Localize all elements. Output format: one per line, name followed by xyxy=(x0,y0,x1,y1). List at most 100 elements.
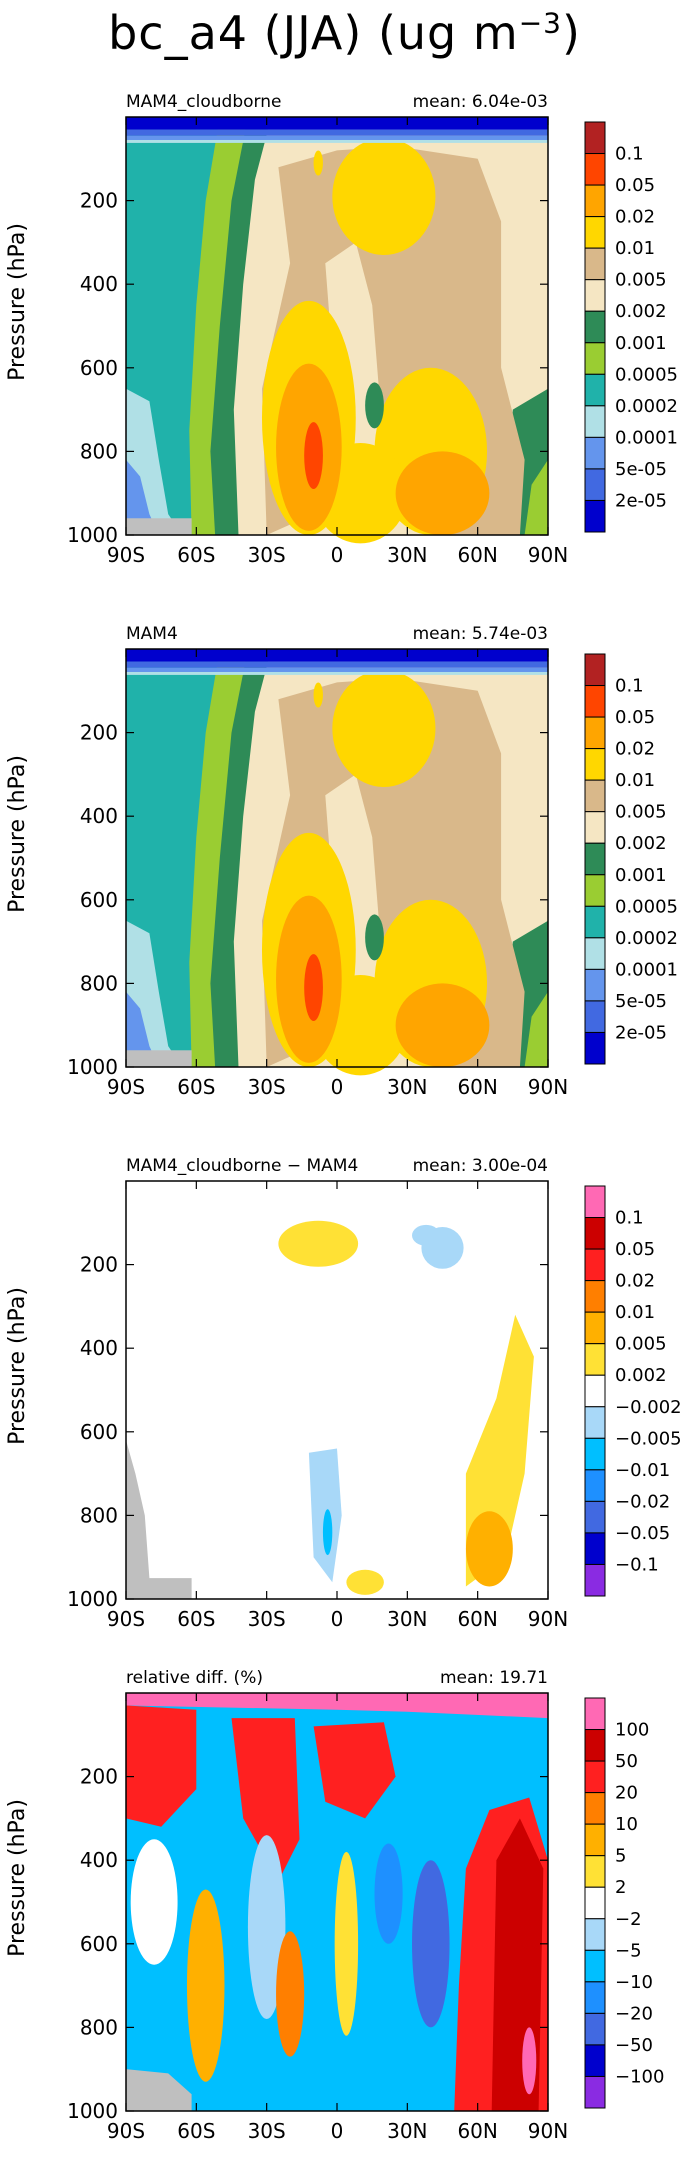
colorbar-swatch xyxy=(584,811,606,844)
colorbar-swatch xyxy=(584,1437,606,1471)
colorbar-swatch xyxy=(584,1000,606,1033)
axes: 90S 60S 30S 0 30N 60N 90N 200 400 600 800 1000 xyxy=(67,1180,568,1631)
y-axis-label: Pressure (hPa) xyxy=(5,755,30,913)
colorbar-swatch xyxy=(584,216,606,249)
y-tick-label: 600 xyxy=(80,1932,118,1956)
contour-region xyxy=(332,669,436,787)
x-tick-label: 60S xyxy=(177,1075,215,1099)
x-tick-label: 30N xyxy=(387,543,427,567)
contour-region xyxy=(374,1843,403,1944)
colorbar-swatch xyxy=(584,2075,606,2109)
panel-title-right: mean: 19.71 xyxy=(440,1668,548,1688)
colorbar-swatch xyxy=(584,1563,606,1597)
y-tick-label: 600 xyxy=(80,1420,118,1444)
colorbar-label: 50 xyxy=(615,1751,638,1772)
contour-region xyxy=(522,2027,537,2095)
colorbar-label: 0.002 xyxy=(615,301,667,322)
colorbar-swatch xyxy=(584,716,606,750)
contour-region xyxy=(365,382,384,429)
contour-region xyxy=(334,1851,359,2036)
panel-title-left: relative diff. (%) xyxy=(126,1668,263,1688)
colorbar-swatch xyxy=(584,748,606,781)
contour-region xyxy=(126,1693,548,1719)
x-tick-label: 30N xyxy=(387,1075,427,1099)
axes: 90S 60S 30S 0 30N 60N 90N 200 400 600 800 1000 xyxy=(67,1692,568,2143)
colorbar-swatch xyxy=(584,310,606,344)
colorbar-label: 0.01 xyxy=(615,238,655,259)
contour-region xyxy=(130,1839,178,1965)
colorbar-swatch xyxy=(584,121,606,155)
colorbar-label: 0.1 xyxy=(615,1208,644,1229)
colorbar-label: 10 xyxy=(615,1814,638,1835)
colorbar-swatch xyxy=(584,1886,606,1920)
y-tick-label: 200 xyxy=(80,1765,118,1789)
y-axis-label: Pressure (hPa) xyxy=(5,1799,30,1957)
colorbar: 0.1 0.05 0.02 0.01 0.005 0.002 0.001 0.0005 0.00… xyxy=(584,121,678,533)
colorbar-label: −5 xyxy=(615,1940,642,1961)
y-tick-label: 1000 xyxy=(67,523,118,547)
colorbar-label: 5e-05 xyxy=(615,459,667,480)
missing-data-region xyxy=(126,1050,192,1067)
colorbar-label: −20 xyxy=(615,2003,653,2024)
x-tick-label: 30S xyxy=(248,1607,286,1631)
colorbar-swatch xyxy=(584,1500,606,1534)
contour-region xyxy=(322,1509,333,1556)
axes: 90S 60S 30S 0 30N 60N 90N 200 400 600 800 1000 xyxy=(67,116,568,567)
x-tick-label: 90S xyxy=(107,2119,145,2143)
colorbar-label: −0.05 xyxy=(615,1523,670,1544)
contour-region xyxy=(412,1860,450,2028)
colorbar-swatch xyxy=(584,468,606,501)
contour-region xyxy=(313,150,323,176)
colorbar-swatch xyxy=(584,968,606,1002)
colorbar-swatch xyxy=(584,1031,606,1065)
colorbar-label: 0.0001 xyxy=(615,959,678,980)
y-axis-label: Pressure (hPa) xyxy=(5,1287,30,1445)
contour-region xyxy=(346,1569,384,1595)
contour-region xyxy=(313,682,323,708)
x-tick-label: 60S xyxy=(177,543,215,567)
colorbar-label: −0.02 xyxy=(615,1491,670,1512)
colorbar-swatch xyxy=(584,247,606,281)
y-tick-label: 400 xyxy=(80,1336,118,1360)
colorbar-swatch xyxy=(584,905,606,939)
y-tick-label: 600 xyxy=(80,356,118,380)
colorbar-swatch xyxy=(584,1280,606,1313)
colorbar-label: 0.02 xyxy=(615,207,655,228)
x-tick-label: 30N xyxy=(387,1607,427,1631)
contour-field xyxy=(126,649,548,1076)
contour-region xyxy=(313,1722,396,1819)
colorbar-swatch xyxy=(584,342,606,375)
page-title: bc_a4 (JJA) (ug m−3) xyxy=(0,6,689,60)
colorbar-label: 2 xyxy=(615,1877,626,1898)
colorbar-label: −0.002 xyxy=(615,1397,682,1418)
colorbar-label: 0.0005 xyxy=(615,364,678,385)
colorbar-swatch xyxy=(584,1918,606,1951)
contour-region xyxy=(395,983,490,1067)
panel-title-left: MAM4 xyxy=(126,624,178,644)
y-tick-label: 800 xyxy=(80,439,118,463)
x-tick-label: 60S xyxy=(177,2119,215,2143)
contour-region xyxy=(126,667,548,672)
x-tick-label: 90S xyxy=(107,1075,145,1099)
x-tick-label: 60N xyxy=(457,2119,497,2143)
contour-field xyxy=(126,117,548,544)
contour-region xyxy=(524,991,548,1067)
colorbar-label: 0.0002 xyxy=(615,396,678,417)
colorbar-swatch xyxy=(584,436,606,470)
colorbar-label: 0.0005 xyxy=(615,896,678,917)
chart-svg: 90S 60S 30S 0 30N 60N 90N 200 400 600 800 1000 100 5… xyxy=(5,1668,664,2143)
colorbar-label: 0.001 xyxy=(615,333,667,354)
colorbar-swatch xyxy=(584,1532,606,1565)
colorbar-swatch xyxy=(584,184,606,218)
colorbar-label: 0.05 xyxy=(615,707,655,728)
y-tick-label: 600 xyxy=(80,888,118,912)
x-tick-label: 60N xyxy=(457,543,497,567)
panel-title-left: MAM4_cloudborne xyxy=(126,92,281,112)
colorbar-swatch xyxy=(584,1855,606,1888)
colorbar-swatch xyxy=(584,373,606,407)
contour-region xyxy=(421,1226,464,1269)
y-tick-label: 200 xyxy=(80,189,118,213)
colorbar-label: 0.002 xyxy=(615,1365,667,1386)
